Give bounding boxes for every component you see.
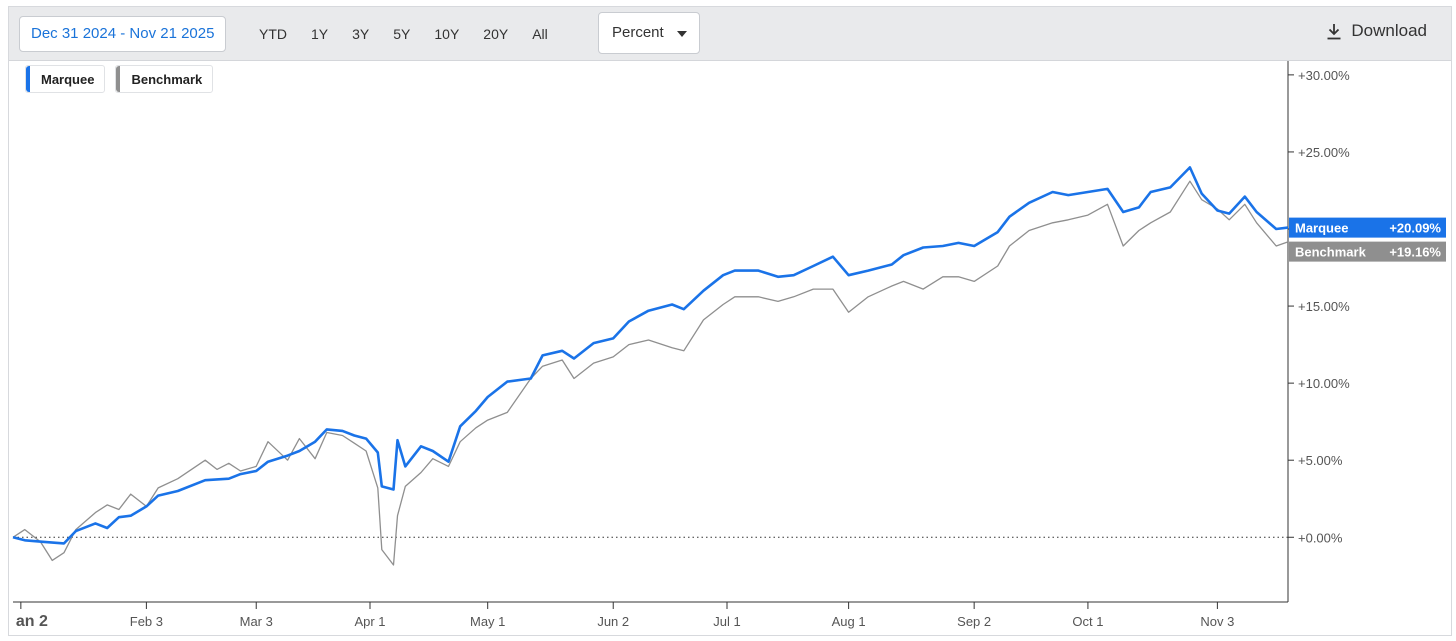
- y-axis-ticks: +30.00%+25.00%+20.00%+15.00%+10.00%+5.00…: [1288, 68, 1350, 545]
- chart-legend: Marquee Benchmark: [25, 65, 214, 93]
- flag-series-name: Benchmark: [1295, 245, 1367, 260]
- period-selector: YTD 1Y 3Y 5Y 10Y 20Y All: [247, 16, 560, 50]
- x-tick-label-aug-1: Aug 1: [832, 614, 866, 629]
- last-value-flag-benchmark: Benchmark +19.16%: [1289, 241, 1446, 262]
- display-mode-value: Percent: [612, 24, 664, 41]
- x-tick-label-an-2: an 2: [16, 613, 48, 630]
- legend-item-benchmark[interactable]: Benchmark: [115, 65, 214, 93]
- flag-series-name: Marquee: [1295, 221, 1348, 236]
- x-tick-label-nov-3: Nov 3: [1200, 614, 1234, 629]
- chart-toolbar: Dec 31 2024 - Nov 21 2025 YTD 1Y 3Y 5Y 1…: [9, 7, 1451, 61]
- period-3y-button[interactable]: 3Y: [352, 26, 370, 42]
- y-tick-label-25-00: +25.00%: [1298, 145, 1350, 160]
- y-tick-label-5-00: +5.00%: [1298, 453, 1343, 468]
- y-tick-label-15-00: +15.00%: [1298, 299, 1350, 314]
- series-line-benchmark: [12, 180, 1289, 566]
- legend-item-marquee[interactable]: Marquee: [25, 65, 106, 93]
- flag-background: [1289, 217, 1446, 238]
- display-mode-select[interactable]: Percent: [598, 12, 700, 54]
- last-value-flags: Marquee +20.09% Benchmark +19.16%: [1289, 217, 1446, 262]
- period-ytd-button[interactable]: YTD: [259, 26, 287, 42]
- last-value-flag-marquee: Marquee +20.09%: [1289, 217, 1446, 238]
- x-tick-label-jun-2: Jun 2: [597, 614, 629, 629]
- download-icon: [1327, 23, 1341, 39]
- chart-widget: Dec 31 2024 - Nov 21 2025 YTD 1Y 3Y 5Y 1…: [8, 6, 1452, 636]
- flag-background: [1289, 241, 1446, 262]
- download-button[interactable]: Download: [1326, 21, 1427, 41]
- legend-label-benchmark: Benchmark: [131, 72, 203, 87]
- legend-swatch-benchmark: [116, 66, 121, 92]
- period-5y-button[interactable]: 5Y: [393, 26, 411, 42]
- period-10y-button[interactable]: 10Y: [434, 26, 460, 42]
- y-tick-label-30-00: +30.00%: [1298, 68, 1350, 83]
- x-tick-label-jul-1: Jul 1: [713, 614, 740, 629]
- x-tick-label-feb-3: Feb 3: [130, 614, 163, 629]
- caret-down-icon: [677, 31, 687, 37]
- flag-series-value: +20.09%: [1389, 221, 1441, 236]
- y-tick-label-10-00: +10.00%: [1298, 376, 1350, 391]
- date-range-picker[interactable]: Dec 31 2024 - Nov 21 2025: [19, 16, 227, 52]
- legend-label-marquee: Marquee: [41, 72, 95, 87]
- period-1y-button[interactable]: 1Y: [311, 26, 329, 42]
- period-20y-button[interactable]: 20Y: [483, 26, 509, 42]
- chart-canvas: +30.00%+25.00%+20.00%+15.00%+10.00%+5.00…: [12, 61, 1446, 630]
- x-tick-label-mar-3: Mar 3: [240, 614, 273, 629]
- chart-axes: [13, 61, 1289, 603]
- x-tick-label-sep-2: Sep 2: [957, 614, 991, 629]
- legend-swatch-marquee: [26, 66, 30, 92]
- series-lines: [12, 166, 1289, 566]
- x-tick-label-oct-1: Oct 1: [1072, 614, 1103, 629]
- download-label: Download: [1351, 21, 1427, 40]
- y-tick-label-0-00: +0.00%: [1298, 530, 1343, 545]
- period-all-button[interactable]: All: [532, 26, 548, 42]
- x-tick-label-may-1: May 1: [470, 614, 505, 629]
- x-tick-label-apr-1: Apr 1: [354, 614, 385, 629]
- x-axis-ticks: an 2 Feb 3 Mar 3 Apr 1 May 1 Jun 2 Jul 1 Aug 1 S…: [16, 602, 1234, 630]
- series-line-marquee: [12, 166, 1289, 545]
- flag-series-value: +19.16%: [1389, 245, 1441, 260]
